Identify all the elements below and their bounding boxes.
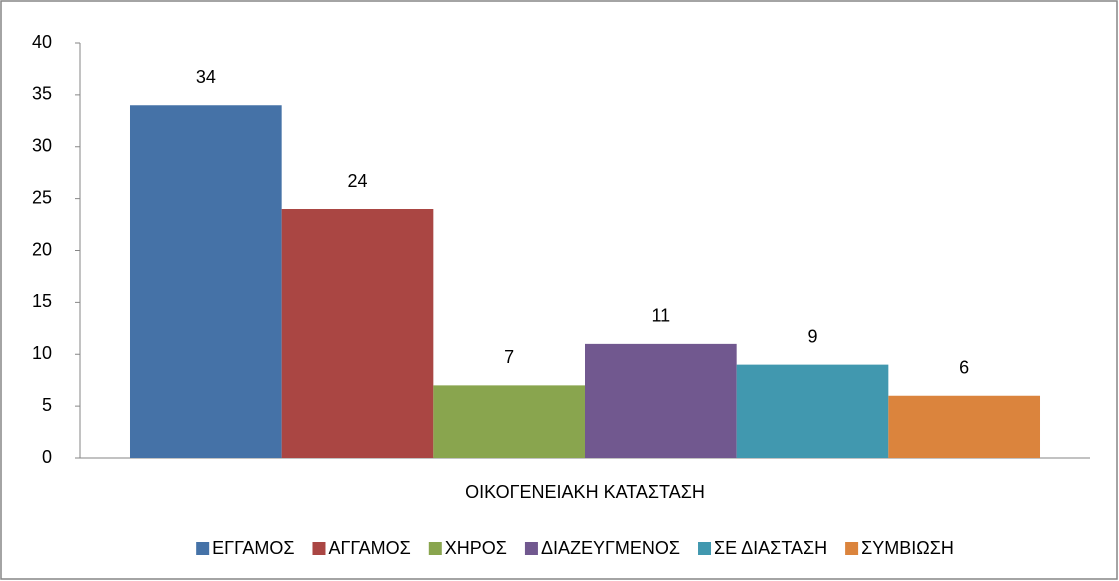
legend-label: ΑΓΓΑΜΟΣ	[328, 538, 410, 558]
legend-swatch	[845, 542, 859, 555]
y-tick-label: 15	[32, 291, 52, 311]
y-tick-label: 5	[42, 395, 52, 415]
y-tick-label: 0	[42, 447, 52, 467]
bar	[129, 105, 282, 458]
legend-label: ΕΓΓΑΜΟΣ	[212, 538, 294, 558]
data-label: 7	[504, 347, 514, 367]
legend-label: ΧΗΡΟΣ	[445, 538, 507, 558]
data-label: 6	[959, 358, 969, 378]
data-label: 9	[807, 326, 817, 346]
data-label: 34	[196, 67, 216, 87]
y-tick-label: 20	[32, 239, 52, 259]
bar	[433, 385, 585, 458]
legend-label: ΣΥΜΒΙΩΣΗ	[861, 538, 954, 558]
legend-label: ΣΕ ΔΙΑΣΤΑΣΗ	[714, 538, 827, 558]
legend-swatch	[312, 542, 326, 555]
legend-swatch	[698, 542, 712, 555]
legend-label: ΔΙΑΖΕΥΓΜΕΝΟΣ	[541, 538, 680, 558]
legend-swatch	[428, 542, 442, 555]
bar	[281, 209, 434, 458]
bar	[736, 364, 889, 458]
data-label: 24	[347, 171, 367, 191]
bar	[585, 343, 737, 458]
data-label: 11	[651, 306, 670, 326]
x-tick-label: ΟΙΚΟΓΕΝΕΙΑΚΗ ΚΑΤΑΣΤΑΣΗ	[465, 482, 705, 502]
legend-swatch	[196, 542, 210, 555]
y-tick-label: 40	[32, 32, 52, 52]
y-tick-label: 10	[32, 343, 52, 363]
bar	[888, 395, 1041, 458]
y-tick-label: 25	[32, 187, 52, 207]
y-tick-label: 35	[32, 84, 52, 104]
y-tick-label: 30	[32, 136, 52, 156]
legend-swatch	[524, 542, 538, 555]
